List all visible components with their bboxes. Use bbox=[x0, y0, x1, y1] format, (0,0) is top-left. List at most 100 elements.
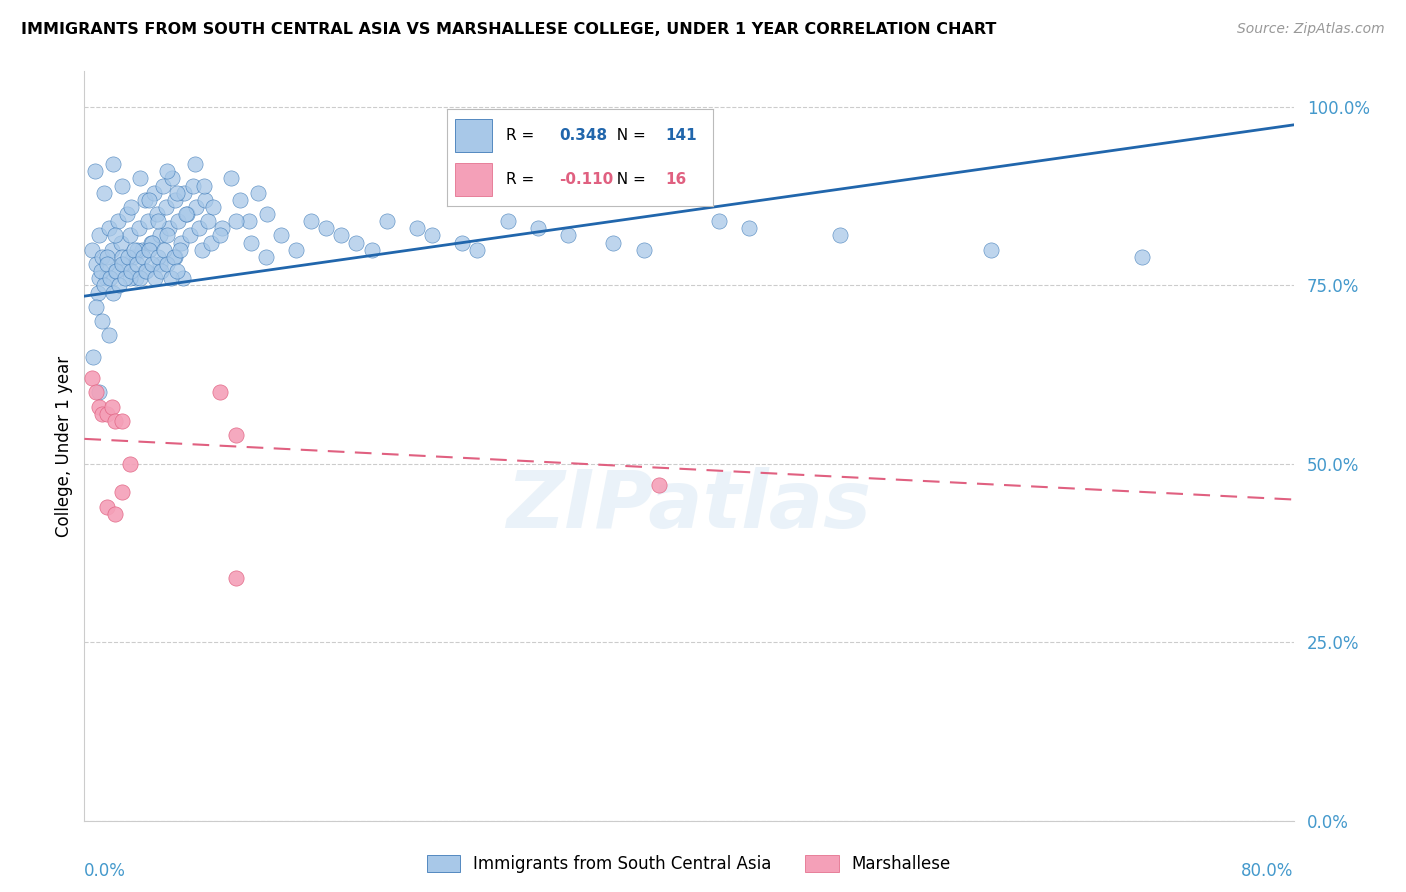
Point bbox=[115, 207, 138, 221]
Point bbox=[100, 243, 122, 257]
Point bbox=[89, 385, 111, 400]
Point bbox=[96, 250, 118, 264]
Point bbox=[90, 264, 112, 278]
Point bbox=[360, 243, 382, 257]
Point bbox=[602, 235, 624, 250]
Point bbox=[209, 228, 232, 243]
Point bbox=[375, 214, 398, 228]
Point bbox=[166, 186, 188, 200]
Point bbox=[181, 178, 204, 193]
Point bbox=[139, 235, 162, 250]
Point bbox=[527, 221, 550, 235]
Point bbox=[118, 271, 141, 285]
Point bbox=[87, 285, 110, 300]
Point bbox=[94, 271, 117, 285]
Point bbox=[136, 214, 159, 228]
Point bbox=[91, 314, 114, 328]
Point bbox=[82, 350, 104, 364]
Point bbox=[134, 193, 156, 207]
Point bbox=[138, 243, 160, 257]
Point bbox=[256, 207, 278, 221]
Point bbox=[173, 186, 195, 200]
Text: 80.0%: 80.0% bbox=[1241, 862, 1294, 880]
Point bbox=[89, 271, 111, 285]
Point bbox=[89, 400, 111, 414]
Point bbox=[84, 164, 107, 178]
Text: 0.0%: 0.0% bbox=[84, 862, 127, 880]
Point bbox=[111, 414, 134, 428]
Point bbox=[557, 228, 579, 243]
Point bbox=[229, 193, 252, 207]
Point bbox=[141, 235, 163, 250]
Point bbox=[225, 214, 247, 228]
Point bbox=[80, 371, 103, 385]
Point bbox=[170, 235, 193, 250]
Point bbox=[97, 221, 120, 235]
Legend: Immigrants from South Central Asia, Marshallese: Immigrants from South Central Asia, Mars… bbox=[420, 848, 957, 880]
Point bbox=[105, 264, 128, 278]
Text: IMMIGRANTS FROM SOUTH CENTRAL ASIA VS MARSHALLESE COLLEGE, UNDER 1 YEAR CORRELAT: IMMIGRANTS FROM SOUTH CENTRAL ASIA VS MA… bbox=[21, 22, 997, 37]
Point bbox=[146, 207, 169, 221]
Point bbox=[330, 228, 353, 243]
Point bbox=[91, 250, 114, 264]
Point bbox=[247, 186, 270, 200]
Text: ZIPatlas: ZIPatlas bbox=[506, 467, 872, 545]
Point bbox=[157, 221, 180, 235]
Point bbox=[188, 221, 211, 235]
Point bbox=[166, 264, 188, 278]
Point bbox=[117, 250, 139, 264]
Point bbox=[160, 171, 183, 186]
Point bbox=[132, 250, 155, 264]
Point bbox=[135, 264, 157, 278]
Point bbox=[172, 271, 194, 285]
Point bbox=[142, 186, 165, 200]
Point bbox=[149, 228, 172, 243]
Point bbox=[451, 235, 474, 250]
Point bbox=[167, 214, 190, 228]
Point bbox=[315, 221, 337, 235]
Point bbox=[86, 300, 108, 314]
Point bbox=[162, 250, 184, 264]
Point bbox=[122, 243, 145, 257]
Point bbox=[633, 243, 655, 257]
Point bbox=[159, 271, 181, 285]
Point bbox=[111, 178, 134, 193]
Point bbox=[201, 200, 224, 214]
Point bbox=[108, 278, 131, 293]
Point bbox=[156, 257, 179, 271]
Point bbox=[96, 257, 118, 271]
Point bbox=[121, 250, 143, 264]
Point bbox=[153, 243, 176, 257]
Point bbox=[219, 171, 242, 186]
Point bbox=[176, 207, 198, 221]
Point bbox=[93, 278, 115, 293]
Point bbox=[120, 264, 142, 278]
Point bbox=[156, 228, 179, 243]
Point bbox=[200, 235, 222, 250]
Point bbox=[138, 193, 160, 207]
Point bbox=[104, 264, 127, 278]
Point bbox=[346, 235, 368, 250]
Point bbox=[225, 428, 247, 442]
Point bbox=[169, 243, 191, 257]
Point bbox=[107, 214, 129, 228]
Point bbox=[149, 257, 172, 271]
Point bbox=[145, 271, 167, 285]
Point bbox=[165, 193, 187, 207]
Point bbox=[100, 400, 122, 414]
Point bbox=[86, 385, 108, 400]
Point bbox=[120, 200, 142, 214]
Point bbox=[420, 228, 443, 243]
Point bbox=[496, 214, 519, 228]
Point bbox=[980, 243, 1002, 257]
Point bbox=[1130, 250, 1153, 264]
Point bbox=[238, 214, 260, 228]
Point bbox=[299, 214, 322, 228]
Point bbox=[96, 500, 118, 514]
Point bbox=[80, 243, 103, 257]
Point bbox=[111, 250, 134, 264]
Point bbox=[125, 271, 148, 285]
Point bbox=[114, 271, 136, 285]
Point bbox=[156, 164, 179, 178]
Point bbox=[186, 200, 208, 214]
